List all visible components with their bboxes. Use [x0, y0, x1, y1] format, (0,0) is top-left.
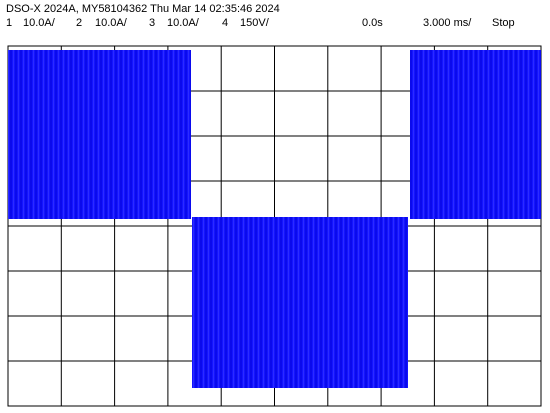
time-offset: 0.0s — [362, 17, 383, 29]
waveform-burst — [192, 217, 408, 388]
channel-number: 4 — [222, 17, 228, 29]
channel-scale: 10.0A/ — [167, 17, 200, 29]
header-title: DSO-X 2024A, MY58104362 Thu Mar 14 02:35… — [6, 3, 280, 15]
waveform — [8, 50, 541, 388]
time-scale: 3.000 ms/ — [423, 17, 472, 29]
channel-number: 3 — [149, 17, 155, 29]
waveform-burst — [8, 50, 191, 219]
waveform-burst — [410, 50, 541, 219]
channel-scale: 10.0A/ — [95, 17, 128, 29]
channel-scale: 10.0A/ — [23, 17, 56, 29]
run-status: Stop — [492, 17, 515, 29]
channel-scale: 150V/ — [240, 17, 270, 29]
channel-number: 2 — [76, 17, 82, 29]
channel-number: 1 — [6, 17, 12, 29]
channel-labels: 1 10.0A/ 2 10.0A/ 3 10.0A/ 4 150V/ — [6, 17, 270, 29]
